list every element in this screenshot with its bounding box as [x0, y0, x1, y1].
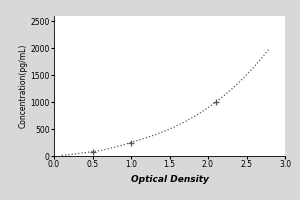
X-axis label: Optical Density: Optical Density — [130, 175, 208, 184]
Y-axis label: Concentration(pg/mL): Concentration(pg/mL) — [19, 44, 28, 128]
